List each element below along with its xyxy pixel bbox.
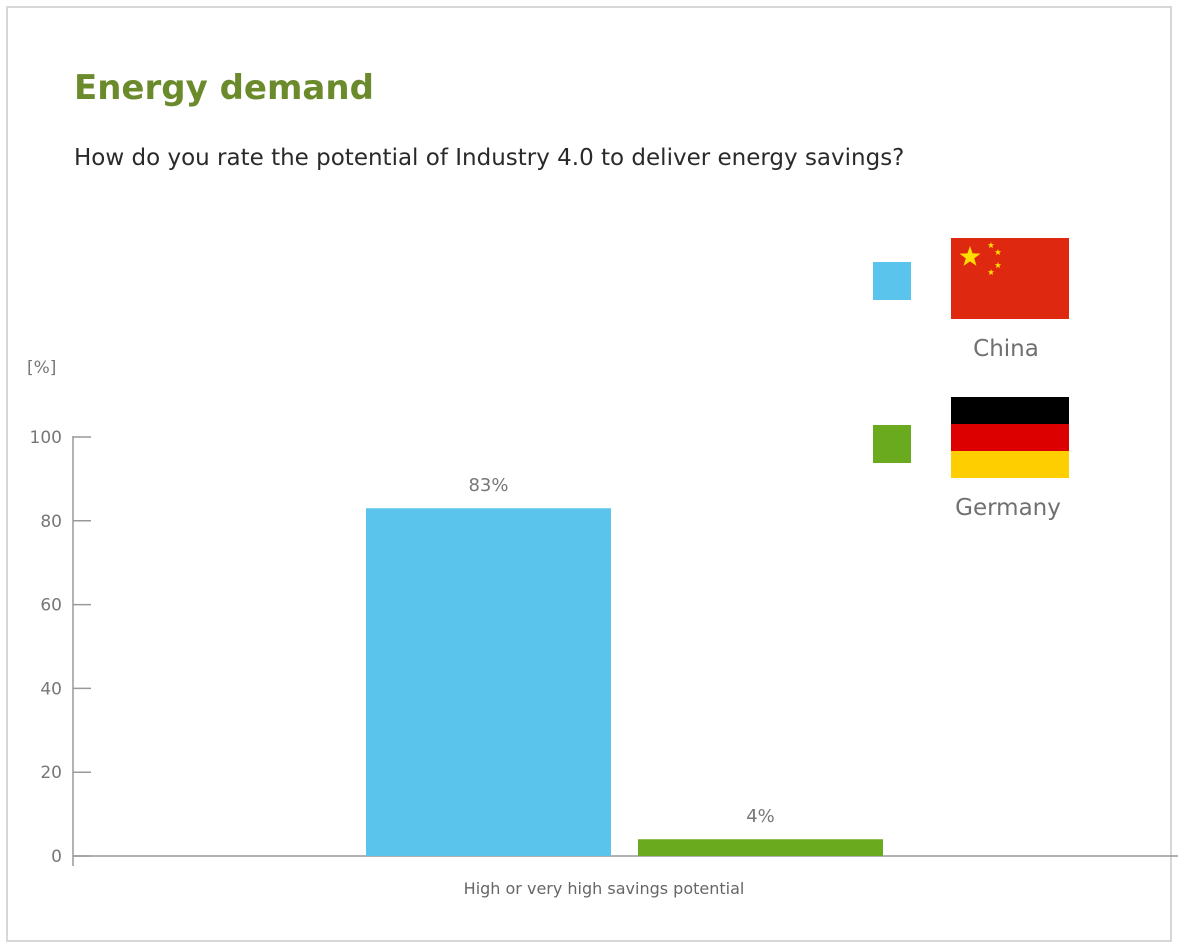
bar-germany xyxy=(638,839,883,856)
y-tick-label-100: 100 xyxy=(30,428,62,448)
legend-swatch-germany xyxy=(873,425,911,463)
y-tick-label-20: 20 xyxy=(40,763,62,783)
y-tick-label-40: 40 xyxy=(40,679,62,699)
legend-label-china: China xyxy=(973,336,1039,362)
y-tick-label-80: 80 xyxy=(40,512,62,532)
value-label-china: 83% xyxy=(468,475,508,496)
china-flag xyxy=(951,238,1069,319)
legend-swatch-china xyxy=(873,262,911,300)
bar-china xyxy=(366,508,611,856)
legend-label-germany: Germany xyxy=(955,495,1061,521)
y-tick-label-0: 0 xyxy=(51,847,62,867)
y-tick-label-60: 60 xyxy=(40,596,62,616)
value-label-germany: 4% xyxy=(746,806,775,827)
germany-flag xyxy=(951,397,1069,478)
chart-subtitle: How do you rate the potential of Industr… xyxy=(74,145,905,171)
chart-title: Energy demand xyxy=(74,68,374,108)
x-category-label: High or very high savings potential xyxy=(464,879,745,898)
y-axis-unit-label: [%] xyxy=(27,358,56,378)
